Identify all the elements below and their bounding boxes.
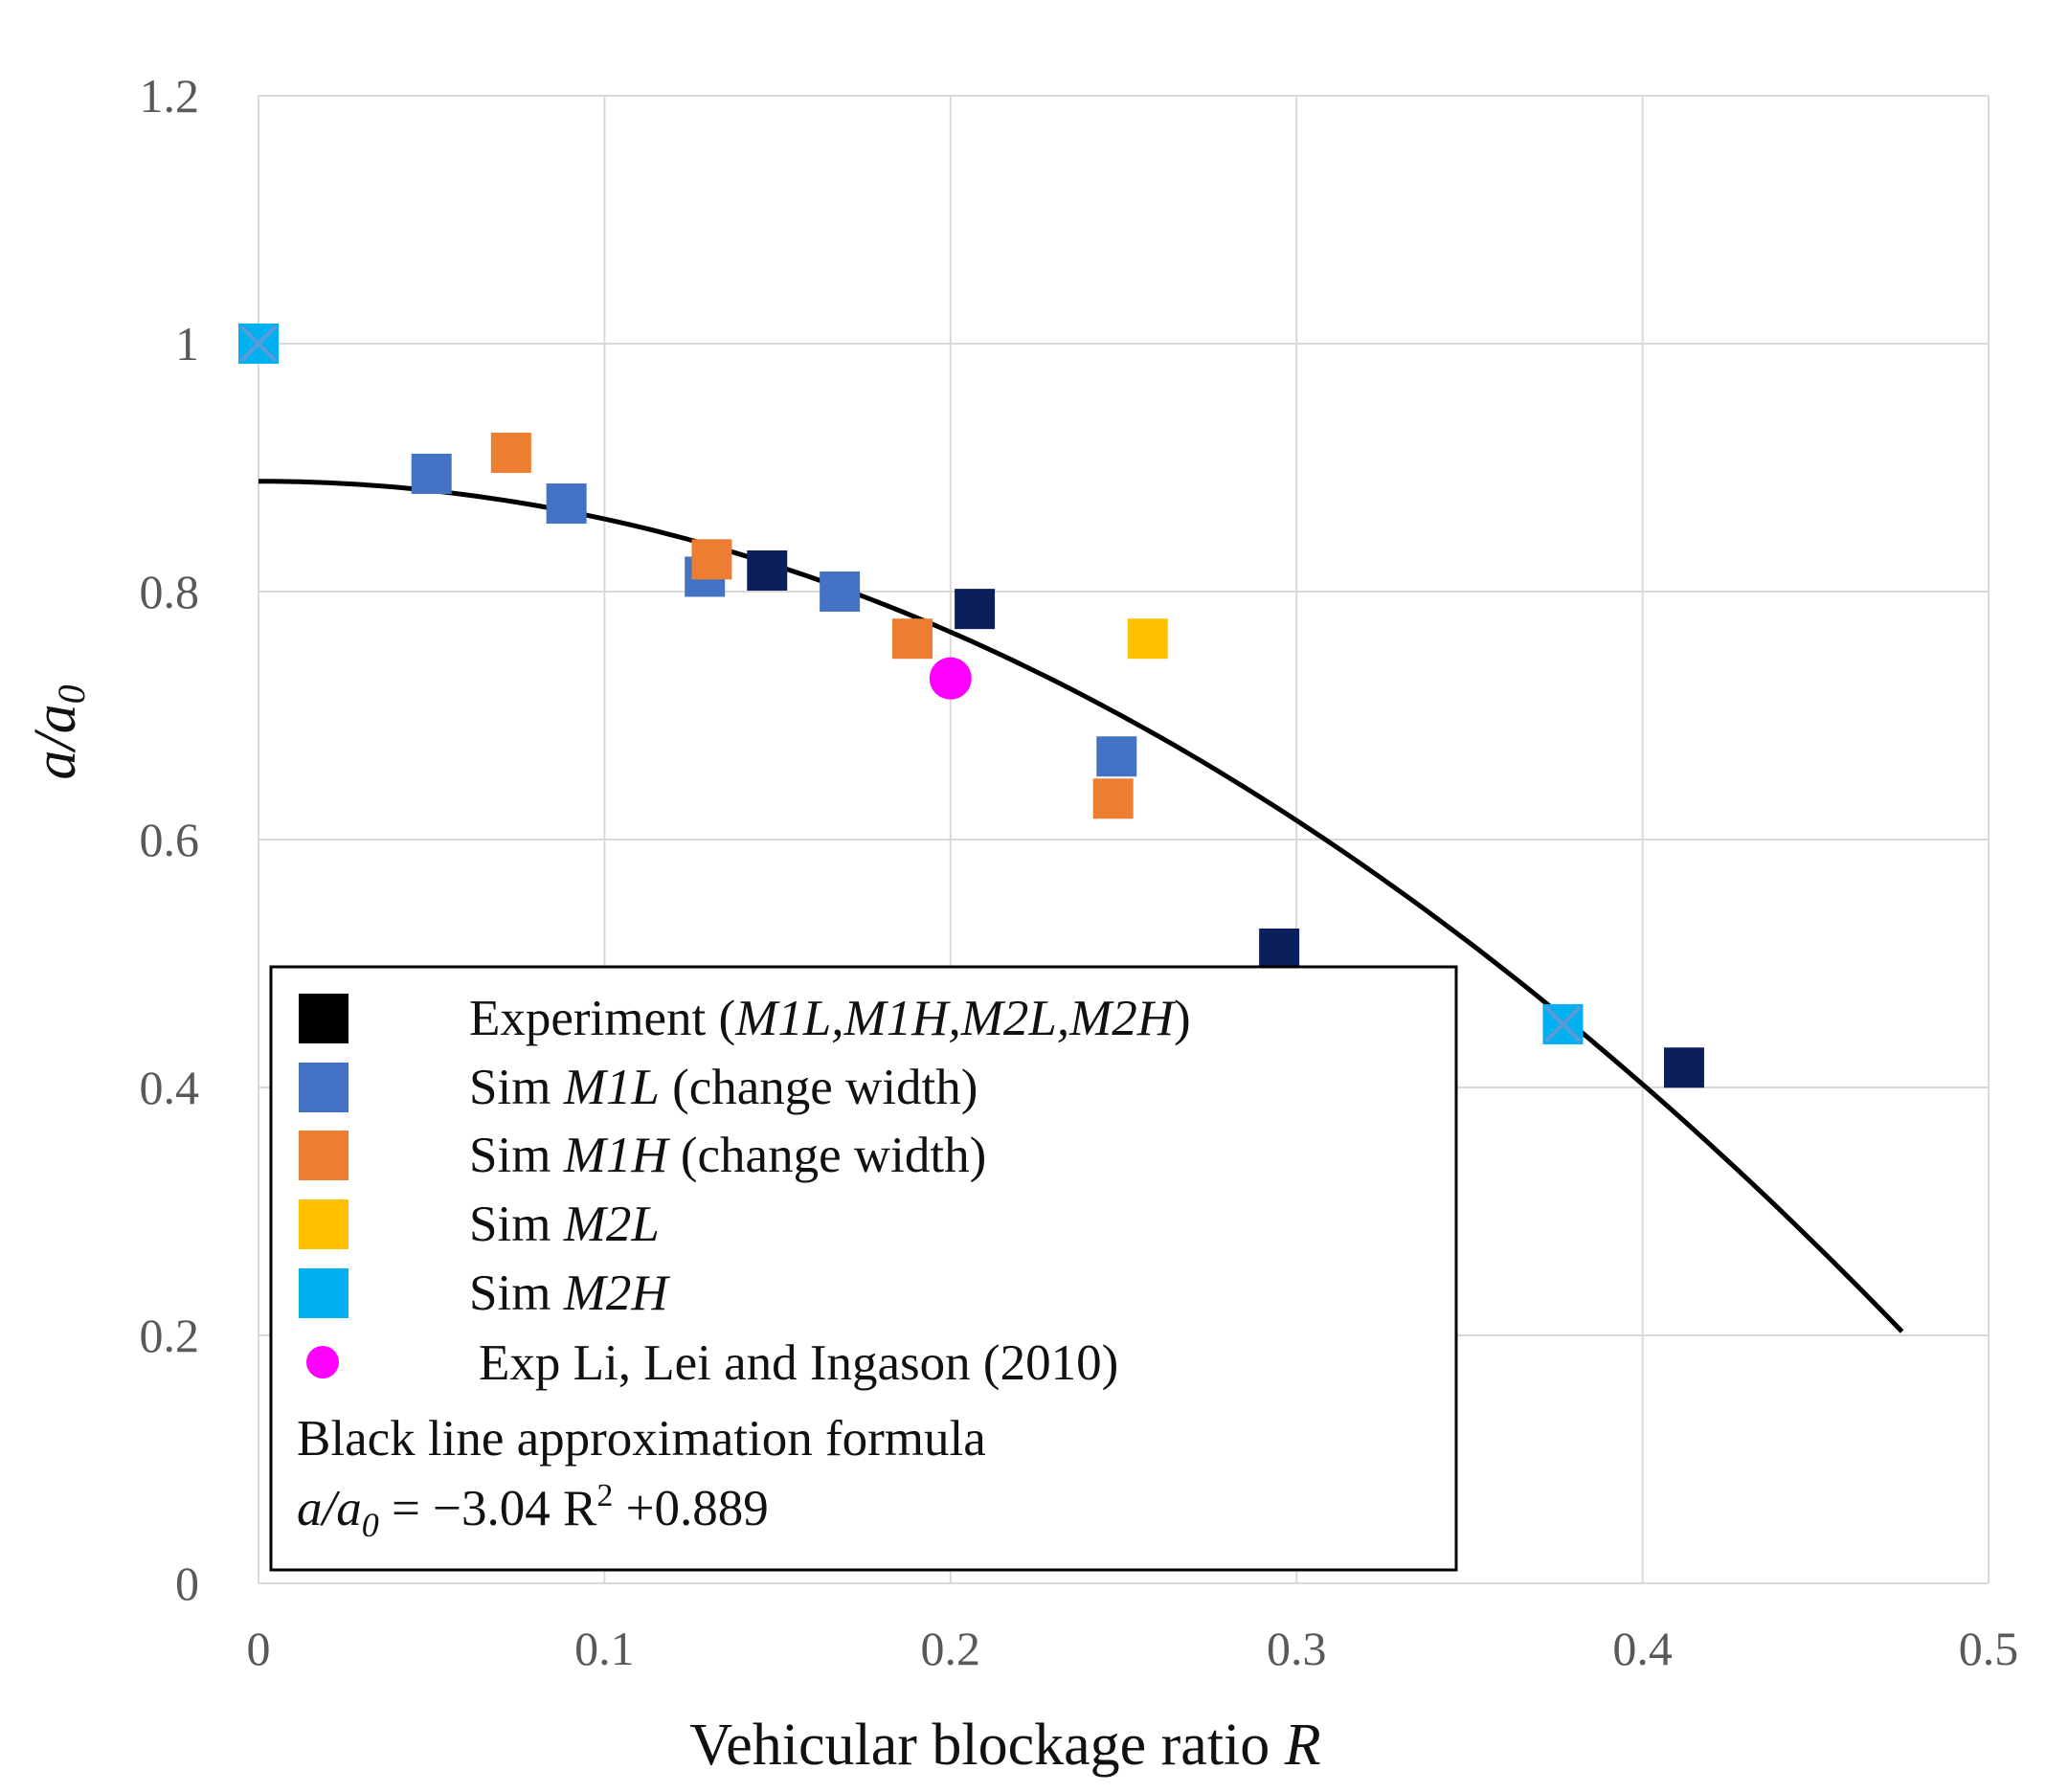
legend-note: Black line approximation formula — [297, 1411, 986, 1467]
legend-items: Experiment (M1L,M1H,M2L,M2H) Sim M1L (cha… — [299, 991, 1191, 1391]
legend-marker-4 — [299, 1268, 348, 1318]
x-axis-title-var: R — [1284, 1713, 1321, 1778]
legend-label-1: Sim M1L (change width) — [469, 1060, 978, 1115]
x-tick-labels: 0 0.1 0.2 0.3 0.4 0.5 — [247, 1622, 2019, 1675]
legend-label-2-main: Sim — [469, 1128, 564, 1183]
legend-label-4: Sim M2H — [469, 1266, 670, 1321]
y-axis-title-sub: 0 — [50, 684, 93, 704]
point-series5-0 — [929, 657, 972, 700]
fit-line — [258, 479, 1904, 1333]
legend-label-0-main: Experiment ( — [469, 991, 735, 1046]
point-series3-0 — [1127, 618, 1168, 660]
legend-label-4-italic: M2H — [563, 1266, 671, 1321]
legend-label-5: Exp Li, Lei and Ingason (2010) — [479, 1335, 1118, 1391]
x-tick-label-0: 0 — [247, 1622, 271, 1675]
legend-label-5-main: Exp Li, Lei and Ingason (2010) — [479, 1335, 1118, 1391]
legend-label-1-tail: (change width) — [660, 1060, 978, 1115]
x-tick-label-2: 0.2 — [921, 1622, 981, 1675]
legend-label-0-tail: ) — [1174, 991, 1191, 1046]
legend-label-1-main: Sim — [469, 1060, 564, 1115]
y-axis-title: a/a0 — [23, 684, 93, 779]
formula-rhs-b: +0.889 — [613, 1481, 768, 1536]
x-tick-label-1: 0.1 — [574, 1622, 635, 1675]
legend-label-2-italic: M1H — [563, 1128, 671, 1183]
point-series4-1-cross — [1544, 1005, 1582, 1043]
legend-label-2: Sim M1H (change width) — [469, 1128, 986, 1183]
legend-label-4-main: Sim — [469, 1266, 564, 1321]
x-tick-label-5: 0.5 — [1959, 1622, 2019, 1675]
point-series1-3 — [820, 571, 861, 612]
y-tick-label-0: 0 — [175, 1557, 199, 1610]
legend-marker-2 — [299, 1131, 348, 1180]
legend-label-3: Sim M2L — [469, 1197, 660, 1252]
data-points — [238, 324, 1704, 1088]
y-tick-label-2: 0.4 — [140, 1061, 200, 1114]
x-axis-title: Vehicular blockage ratio R — [689, 1713, 1320, 1778]
formula-lhs-main: a/a — [297, 1481, 362, 1536]
point-series2-1 — [691, 539, 732, 580]
point-series4-0-cross — [239, 325, 278, 363]
formula-rhs-a: = −3.04 R — [379, 1481, 597, 1536]
point-series0-0 — [747, 549, 788, 591]
point-series2-3 — [1092, 778, 1134, 819]
x-tick-label-3: 0.3 — [1267, 1622, 1327, 1675]
y-tick-labels: 0 0.2 0.4 0.6 0.8 1 1.2 — [140, 69, 200, 1610]
point-series1-4 — [1096, 736, 1137, 777]
point-series0-3 — [1663, 1047, 1704, 1088]
formula-rhs-sup: 2 — [596, 1478, 613, 1513]
point-series2-2 — [892, 618, 933, 660]
y-axis-title-main: a/a — [23, 704, 88, 779]
x-tick-label-4: 0.4 — [1612, 1622, 1673, 1675]
point-series0-1 — [955, 589, 996, 630]
legend-marker-1 — [299, 1063, 348, 1112]
y-tick-label-5: 1 — [175, 317, 199, 370]
point-series1-1 — [546, 483, 587, 525]
legend: Experiment (M1L,M1H,M2L,M2H) Sim M1L (cha… — [269, 965, 1458, 1572]
legend-label-2-tail: (change width) — [668, 1128, 987, 1183]
point-series0-2 — [1259, 928, 1300, 969]
y-tick-label-4: 0.8 — [140, 565, 200, 618]
legend-label-3-italic: M2L — [563, 1197, 660, 1252]
x-axis-title-main: Vehicular blockage ratio — [689, 1713, 1284, 1778]
legend-label-0-italic: M1L,M1H,M2L,M2H — [734, 991, 1177, 1046]
y-tick-label-3: 0.6 — [140, 813, 200, 866]
legend-label-3-main: Sim — [469, 1197, 564, 1252]
fit-line-group — [258, 479, 1904, 1333]
legend-marker-5 — [306, 1346, 339, 1378]
legend-marker-3 — [299, 1199, 348, 1249]
legend-box — [269, 965, 1458, 1572]
legend-marker-0 — [299, 994, 348, 1043]
y-tick-label-1: 0.2 — [140, 1309, 200, 1362]
point-series2-0 — [490, 432, 531, 473]
formula-lhs-sub: 0 — [362, 1506, 379, 1544]
legend-label-1-italic: M1L — [563, 1060, 660, 1115]
legend-formula: a/a0 = −3.04 R2 +0.889 — [297, 1478, 769, 1544]
point-series1-0 — [411, 453, 452, 494]
legend-label-0: Experiment (M1L,M1H,M2L,M2H) — [469, 991, 1191, 1046]
y-tick-label-6: 1.2 — [140, 69, 200, 123]
